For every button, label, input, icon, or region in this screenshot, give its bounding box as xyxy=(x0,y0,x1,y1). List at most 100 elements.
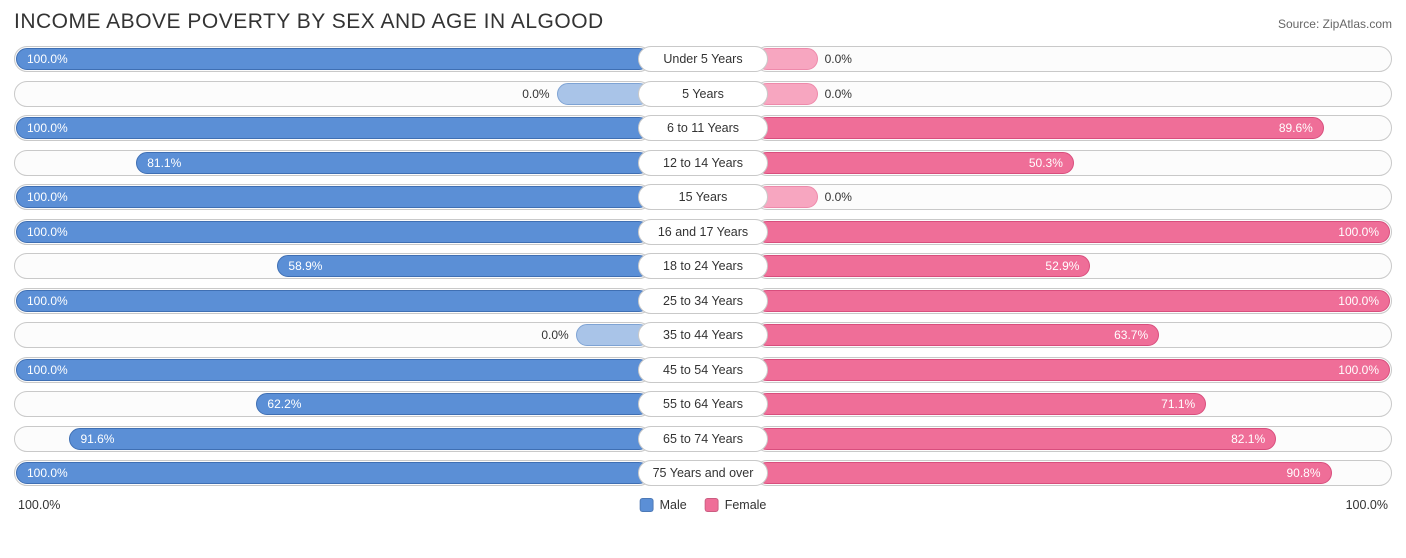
pyramid-chart: 100.0%Under 5 Years0.0%0.0%5 Years0.0%10… xyxy=(14,46,1392,486)
chart-row: 100.0% 6 to 11 Years 89.6% xyxy=(14,115,1392,141)
chart-row: 100.0% Under 5 Years0.0% xyxy=(14,46,1392,72)
legend-male-label: Male xyxy=(660,498,687,512)
male-bar: 58.9% xyxy=(277,255,650,277)
chart-row: 58.9% 18 to 24 Years 52.9% xyxy=(14,253,1392,279)
source-label: Source: ZipAtlas.com xyxy=(1278,17,1392,31)
male-bar: 91.6% xyxy=(69,428,650,450)
male-track: 0.0% xyxy=(14,81,652,107)
header: INCOME ABOVE POVERTY BY SEX AND AGE IN A… xyxy=(14,10,1392,34)
female-value-label: 71.1% xyxy=(1161,397,1195,411)
legend-female-label: Female xyxy=(725,498,767,512)
female-value-label: 90.8% xyxy=(1286,466,1320,480)
male-track: 100.0% xyxy=(14,357,652,383)
male-bar: 100.0% xyxy=(16,462,650,484)
male-track: 58.9% xyxy=(14,253,652,279)
male-bar: 100.0% xyxy=(16,117,650,139)
male-track: 62.2% xyxy=(14,391,652,417)
chart-row: 91.6% 65 to 74 Years 82.1% xyxy=(14,426,1392,452)
male-bar: 100.0% xyxy=(16,221,650,243)
female-track: 71.1% xyxy=(754,391,1392,417)
female-bar: 71.1% xyxy=(756,393,1206,415)
chart-row: 0.0%5 Years0.0% xyxy=(14,81,1392,107)
female-track: 63.7% xyxy=(754,322,1392,348)
male-bar: 100.0% xyxy=(16,359,650,381)
chart-row: 62.2%55 to 64 Years71.1% xyxy=(14,391,1392,417)
legend-male: Male xyxy=(640,498,687,512)
female-value-label: 0.0% xyxy=(825,87,852,101)
category-label: 35 to 44 Years xyxy=(638,322,768,348)
female-track: 82.1% xyxy=(754,426,1392,452)
male-value-label: 100.0% xyxy=(27,190,68,204)
male-bar: 81.1% xyxy=(136,152,650,174)
male-value-label: 58.9% xyxy=(288,259,322,273)
female-value-label: 52.9% xyxy=(1045,259,1079,273)
male-value-label: 100.0% xyxy=(27,225,68,239)
male-track: 100.0% xyxy=(14,288,652,314)
category-label: 65 to 74 Years xyxy=(638,426,768,452)
female-track: 0.0% xyxy=(754,46,1392,72)
female-bar: 63.7% xyxy=(756,324,1159,346)
female-bar: 50.3% xyxy=(756,152,1074,174)
category-label: 15 Years xyxy=(638,184,768,210)
male-track: 100.0% xyxy=(14,115,652,141)
category-label: 6 to 11 Years xyxy=(638,115,768,141)
category-label: 18 to 24 Years xyxy=(638,253,768,279)
chart-row: 100.0% 16 and 17 Years 100.0% xyxy=(14,219,1392,245)
male-bar: 62.2% xyxy=(256,393,650,415)
chart-row: 0.0% 35 to 44 Years 63.7% xyxy=(14,322,1392,348)
female-track: 89.6% xyxy=(754,115,1392,141)
female-value-label: 82.1% xyxy=(1231,432,1265,446)
axis-left-label: 100.0% xyxy=(18,498,60,512)
category-label: 45 to 54 Years xyxy=(638,357,768,383)
female-value-label: 100.0% xyxy=(1338,225,1379,239)
male-value-label: 100.0% xyxy=(27,466,68,480)
male-value-label: 100.0% xyxy=(27,363,68,377)
axis-right-label: 100.0% xyxy=(1346,498,1388,512)
female-track: 52.9% xyxy=(754,253,1392,279)
footer: 100.0% Male Female 100.0% xyxy=(14,495,1392,515)
male-track: 100.0% xyxy=(14,46,652,72)
male-track: 100.0% xyxy=(14,219,652,245)
female-value-label: 100.0% xyxy=(1338,363,1379,377)
female-value-label: 89.6% xyxy=(1279,121,1313,135)
male-value-label: 100.0% xyxy=(27,52,68,66)
female-track: 100.0% xyxy=(754,357,1392,383)
female-track: 0.0% xyxy=(754,81,1392,107)
chart-title: INCOME ABOVE POVERTY BY SEX AND AGE IN A… xyxy=(14,10,604,34)
female-track: 50.3% xyxy=(754,150,1392,176)
male-track: 91.6% xyxy=(14,426,652,452)
chart-container: INCOME ABOVE POVERTY BY SEX AND AGE IN A… xyxy=(0,0,1406,558)
male-bar: 100.0% xyxy=(16,48,650,70)
category-label: 25 to 34 Years xyxy=(638,288,768,314)
male-value-label: 91.6% xyxy=(80,432,114,446)
category-label: 16 and 17 Years xyxy=(638,219,768,245)
male-value-label: 0.0% xyxy=(541,328,568,342)
category-label: 5 Years xyxy=(638,81,768,107)
chart-row: 100.0% 15 Years 0.0% xyxy=(14,184,1392,210)
male-bar: 100.0% xyxy=(16,290,650,312)
male-value-label: 81.1% xyxy=(147,156,181,170)
male-value-label: 100.0% xyxy=(27,121,68,135)
female-track: 0.0% xyxy=(754,184,1392,210)
category-label: Under 5 Years xyxy=(638,46,768,72)
male-track: 81.1% xyxy=(14,150,652,176)
female-bar: 100.0% xyxy=(756,221,1390,243)
female-track: 100.0% xyxy=(754,219,1392,245)
female-bar: 100.0% xyxy=(756,290,1390,312)
male-track: 0.0% xyxy=(14,322,652,348)
female-bar: 100.0% xyxy=(756,359,1390,381)
female-swatch-icon xyxy=(705,498,719,512)
female-bar: 89.6% xyxy=(756,117,1324,139)
female-track: 100.0% xyxy=(754,288,1392,314)
category-label: 75 Years and over xyxy=(638,460,769,486)
category-label: 12 to 14 Years xyxy=(638,150,768,176)
female-value-label: 63.7% xyxy=(1114,328,1148,342)
female-bar: 82.1% xyxy=(756,428,1276,450)
female-track: 90.8% xyxy=(754,460,1392,486)
male-value-label: 62.2% xyxy=(267,397,301,411)
chart-row: 100.0% 75 Years and over 90.8% xyxy=(14,460,1392,486)
male-bar: 100.0% xyxy=(16,186,650,208)
female-bar: 52.9% xyxy=(756,255,1090,277)
female-value-label: 0.0% xyxy=(825,190,852,204)
female-bar: 90.8% xyxy=(756,462,1331,484)
